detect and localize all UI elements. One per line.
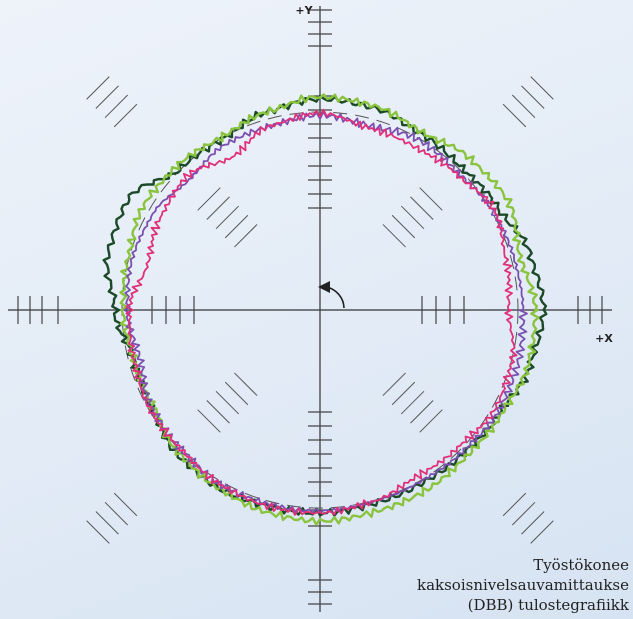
diagonal-tick-2-4 — [197, 409, 221, 433]
diagonal-tick-1-8 — [86, 76, 110, 100]
diagonal-tick-2-0 — [234, 372, 258, 396]
diagonal-tick-0-5 — [502, 103, 527, 128]
diagonal-tick-1-5 — [113, 103, 138, 128]
diagonal-tick-1-2 — [215, 205, 240, 230]
diagonal-tick-3-7 — [521, 511, 545, 535]
diagonal-tick-3-2 — [400, 390, 425, 415]
diagonal-tick-2-8 — [86, 520, 110, 544]
diagonal-tick-0-7 — [521, 85, 545, 109]
diagonal-tick-2-5 — [113, 492, 138, 517]
diagonal-tick-3-4 — [419, 409, 443, 433]
diagonal-tick-1-3 — [206, 196, 230, 220]
caption-line-2: kaksoisnivelsauvamittaukse — [416, 576, 629, 594]
diagonal-tick-2-3 — [206, 400, 230, 424]
diagonal-tick-3-0 — [382, 372, 406, 396]
diagonal-tick-3-8 — [530, 520, 554, 544]
diagonal-tick-0-3 — [410, 196, 434, 220]
diagonal-tick-0-2 — [400, 205, 425, 230]
diagonal-tick-1-4 — [197, 187, 221, 211]
caption-line-1: Työstökonee — [533, 556, 629, 574]
diagonal-tick-3-5 — [502, 492, 527, 517]
x-axis-label: +X — [595, 332, 613, 345]
series-trace-0 — [102, 94, 548, 517]
diagonal-tick-2-7 — [95, 511, 119, 535]
diagonal-tick-3-6 — [511, 501, 536, 526]
rotation-arrow-head — [318, 281, 330, 293]
diagonal-tick-3-3 — [410, 400, 434, 424]
diagonal-tick-0-8 — [530, 76, 554, 100]
diagonal-tick-3-1 — [391, 381, 416, 406]
series-trace-3 — [125, 108, 518, 516]
diagonal-tick-0-1 — [391, 214, 416, 239]
diagonal-tick-2-2 — [215, 390, 240, 415]
caption-line-3: (DBB) tulostegrafiikk — [467, 596, 629, 614]
diagonal-tick-2-1 — [224, 381, 249, 406]
diagonal-tick-0-6 — [511, 94, 536, 119]
diagonal-tick-1-7 — [95, 85, 119, 109]
caption: Työstökonee kaksoisnivelsauvamittaukse (… — [417, 555, 629, 615]
diagonal-tick-0-4 — [419, 187, 443, 211]
y-axis-label: +Y — [295, 4, 313, 17]
diagonal-tick-1-6 — [104, 94, 129, 119]
diagonal-tick-0-0 — [382, 224, 406, 248]
diagonal-tick-2-6 — [104, 501, 129, 526]
series-trace-2 — [123, 110, 528, 514]
series-trace-1 — [119, 93, 540, 526]
diagonal-tick-1-0 — [234, 224, 258, 248]
diagonal-tick-1-1 — [224, 214, 249, 239]
